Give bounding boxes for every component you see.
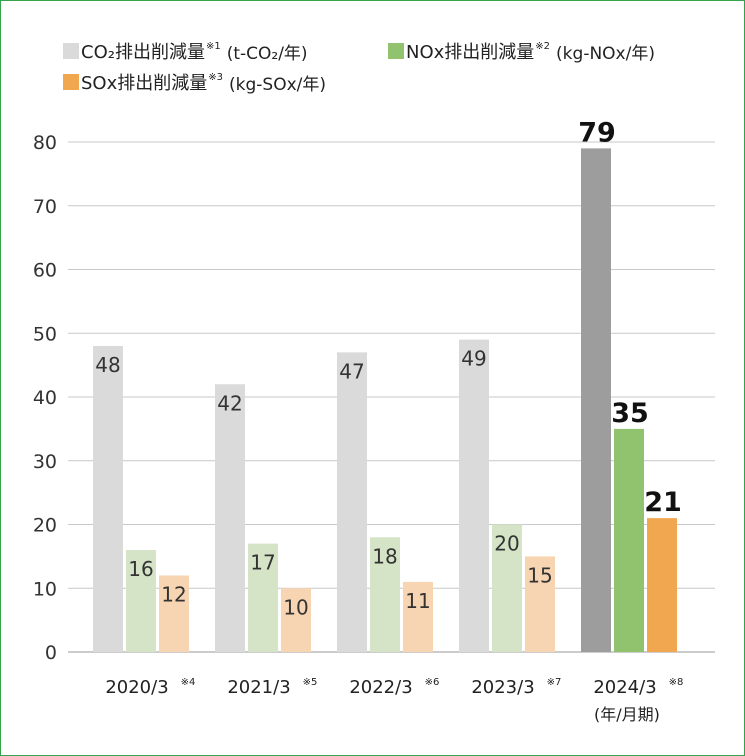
- x-tick-sublabel: (年/月期): [594, 705, 660, 724]
- data-label: 48: [95, 353, 120, 377]
- data-label: 16: [128, 557, 153, 581]
- y-tick-label: 20: [33, 515, 57, 537]
- data-label: 11: [405, 589, 430, 613]
- legend-swatch-nox: [388, 43, 404, 59]
- legend-label-nox: NOx排出削減量: [406, 42, 535, 63]
- x-tick-label: 2020/3: [105, 677, 168, 698]
- data-label: 49: [461, 347, 486, 371]
- data-label: 42: [217, 391, 242, 415]
- bar: [281, 588, 311, 652]
- bar: [581, 148, 611, 652]
- y-tick-label: 0: [45, 642, 57, 664]
- bar: [126, 550, 156, 652]
- legend-unit-sox: (kg-SOx/年): [229, 74, 326, 95]
- y-tick-label: 50: [33, 323, 57, 345]
- legend-item-co2: CO₂排出削減量 ※1 (t-CO₂/年): [63, 38, 308, 64]
- y-tick-label: 40: [33, 387, 57, 409]
- data-label: 18: [372, 544, 397, 568]
- y-tick-label: 80: [33, 132, 57, 154]
- x-tick-label: 2022/3: [349, 677, 412, 698]
- x-tick-label: 2023/3: [471, 677, 534, 698]
- data-label: 15: [527, 563, 552, 587]
- x-tick-note: ※4: [181, 677, 196, 688]
- legend-swatch-sox: [63, 74, 79, 90]
- legend-swatch-co2: [63, 43, 79, 59]
- legend-label-co2: CO₂排出削減量: [81, 42, 205, 63]
- bar: [647, 518, 677, 652]
- bar: [215, 384, 245, 652]
- y-tick-label: 60: [33, 260, 57, 282]
- bar: [614, 428, 644, 652]
- data-label: 79: [578, 117, 616, 148]
- bar: [459, 339, 489, 652]
- legend-note-nox: ※2: [535, 40, 551, 52]
- bar: [248, 543, 278, 652]
- legend-note-sox: ※3: [208, 71, 223, 83]
- bar: [93, 346, 123, 652]
- y-tick-label: 30: [33, 451, 57, 473]
- x-tick-label: 2024/3: [593, 677, 656, 698]
- legend-unit-co2: (t-CO₂/年): [226, 43, 308, 64]
- data-label: 47: [339, 359, 364, 383]
- data-label: 35: [611, 398, 649, 429]
- x-tick-note: ※6: [425, 677, 440, 688]
- x-tick-note: ※8: [669, 677, 684, 688]
- x-tick-note: ※5: [303, 677, 318, 688]
- legend-note-co2: ※1: [205, 40, 221, 52]
- legend-item-nox: NOx排出削減量 ※2 (kg-NOx/年): [388, 38, 655, 64]
- x-tick-note: ※7: [547, 677, 562, 688]
- legend-item-sox: SOx排出削減量 ※3 (kg-SOx/年): [63, 69, 326, 95]
- bar: [159, 575, 189, 652]
- bar: [403, 581, 433, 652]
- data-label: 20: [494, 532, 519, 556]
- data-label: 17: [250, 551, 275, 575]
- bar: [492, 524, 522, 652]
- data-label: 21: [644, 487, 682, 518]
- y-tick-label: 10: [33, 578, 57, 600]
- data-label: 10: [283, 595, 308, 619]
- bar: [525, 556, 555, 652]
- x-tick-label: 2021/3: [227, 677, 290, 698]
- legend-unit-nox: (kg-NOx/年): [556, 43, 655, 64]
- y-tick-label: 70: [33, 196, 57, 218]
- data-label: 12: [161, 583, 186, 607]
- bar: [370, 537, 400, 652]
- legend-label-sox: SOx排出削減量: [81, 73, 208, 94]
- bar: [337, 352, 367, 652]
